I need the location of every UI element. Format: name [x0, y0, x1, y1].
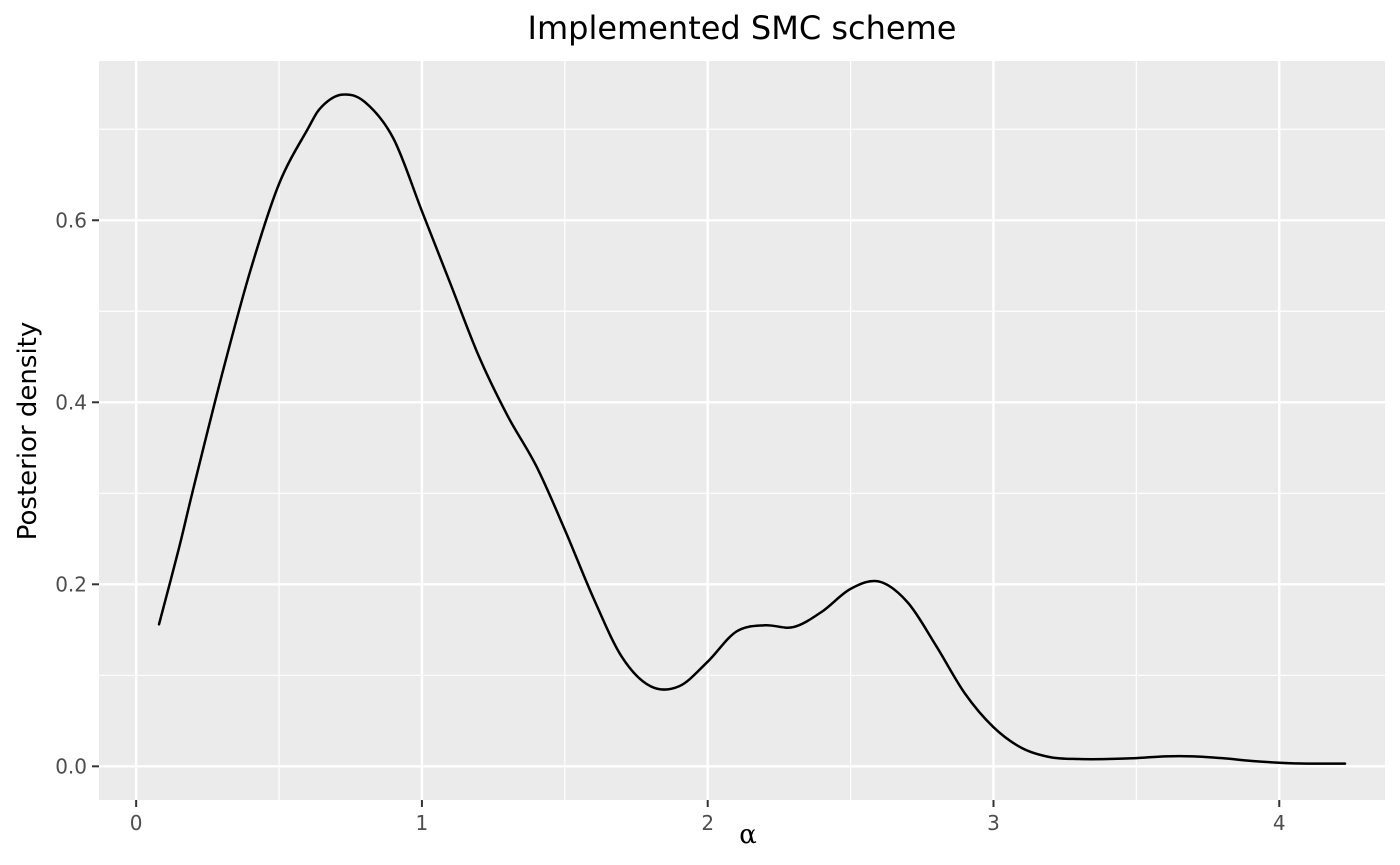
axis-tick-labels: 0 1 2 3 4 0.0 0.2 0.4 0.6	[55, 208, 1285, 835]
density-curve	[157, 93, 1347, 765]
axis-ticks	[92, 219, 1281, 807]
chart-title: Implemented SMC scheme	[528, 9, 957, 47]
y-tick-label: 0.0	[55, 754, 87, 778]
x-tick-label: 4	[1273, 811, 1286, 835]
major-gridlines	[99, 61, 1385, 800]
y-tick-label: 0.6	[55, 208, 87, 232]
y-axis-title: Posterior density	[13, 322, 43, 541]
x-tick-label: 1	[416, 811, 429, 835]
x-tick-label: 0	[130, 811, 143, 835]
y-tick-label: 0.2	[55, 572, 87, 596]
plot-panel	[99, 61, 1385, 800]
x-tick-label: 2	[701, 811, 714, 835]
y-tick-label: 0.4	[55, 390, 87, 414]
x-axis-title: α	[739, 820, 757, 850]
minor-gridlines	[99, 61, 1385, 800]
x-tick-label: 3	[987, 811, 1000, 835]
